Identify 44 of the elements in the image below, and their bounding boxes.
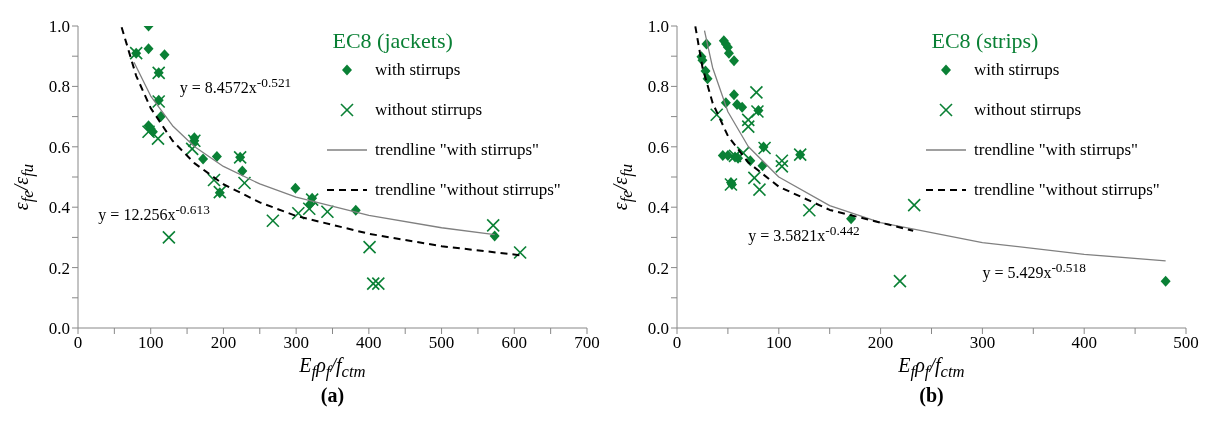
x-tick-label: 500	[1173, 333, 1199, 353]
legend-label: with stirrups	[974, 60, 1060, 80]
annotation: y = 12.256x$^{-0.613}$	[98, 202, 210, 225]
x-tick-label: 200	[867, 333, 894, 353]
y-tick-label: 0.8	[647, 77, 669, 97]
annotation: y = 5.429x$^{-0.518}$	[982, 259, 1086, 282]
text: (a)	[320, 384, 345, 407]
x-tick-label: 0	[73, 333, 83, 353]
x-tick-label: 100	[766, 333, 792, 353]
x-tick-label: 100	[137, 333, 164, 353]
x-tick-label: 500	[428, 333, 455, 353]
y-tick-label: 0.6	[647, 137, 669, 157]
x-tick-label: 700	[574, 333, 600, 353]
legend-label: with stirrups	[375, 60, 461, 80]
y-tick-label: 0.4	[647, 198, 670, 218]
y-tick-label: 0.8	[48, 77, 70, 97]
x-tick-label: 400	[1071, 333, 1097, 353]
legend-label: without stirrups	[974, 100, 1082, 120]
text: (b)	[919, 384, 944, 407]
y-tick-label: 0.6	[48, 137, 70, 157]
y-tick-label: 0.0	[647, 319, 669, 339]
legend-label: trendline "with stirrups"	[375, 140, 540, 160]
x-tick-label: 600	[501, 333, 528, 353]
y-tick-label: 1.0	[647, 17, 669, 37]
x-tick-label: 400	[356, 333, 382, 353]
annotation: y = 8.4572x$^{-0.521}$	[179, 75, 292, 98]
annotation: y = 3.5821x$^{-0.442}$	[748, 223, 860, 246]
legend-label: without stirrups	[375, 100, 483, 120]
y-tick-label: 0.2	[647, 258, 669, 278]
x-tick-label: 300	[969, 333, 996, 353]
legend-label: trendline "without stirrups"	[375, 180, 561, 200]
chart-title: EC8 (jackets)	[332, 28, 453, 54]
x-tick-label: 200	[210, 333, 237, 353]
x-tick-label: 300	[283, 333, 309, 353]
x-axis-title: E$_{f}$ρ$_{f}$/f$_{ctm}$	[299, 354, 366, 382]
y-tick-label: 0.0	[48, 319, 70, 339]
legend-label: trendline "with stirrups"	[974, 140, 1139, 160]
legend-label: trendline "without stirrups"	[974, 180, 1160, 200]
y-tick-label: 0.4	[48, 198, 71, 218]
y-tick-label: 0.2	[48, 258, 70, 278]
x-tick-label: 0	[672, 333, 682, 353]
x-axis-title: E$_{f}$ρ$_{f}$/f$_{ctm}$	[898, 354, 965, 382]
y-tick-label: 1.0	[48, 17, 70, 37]
chart-title: EC8 (strips)	[931, 28, 1039, 54]
